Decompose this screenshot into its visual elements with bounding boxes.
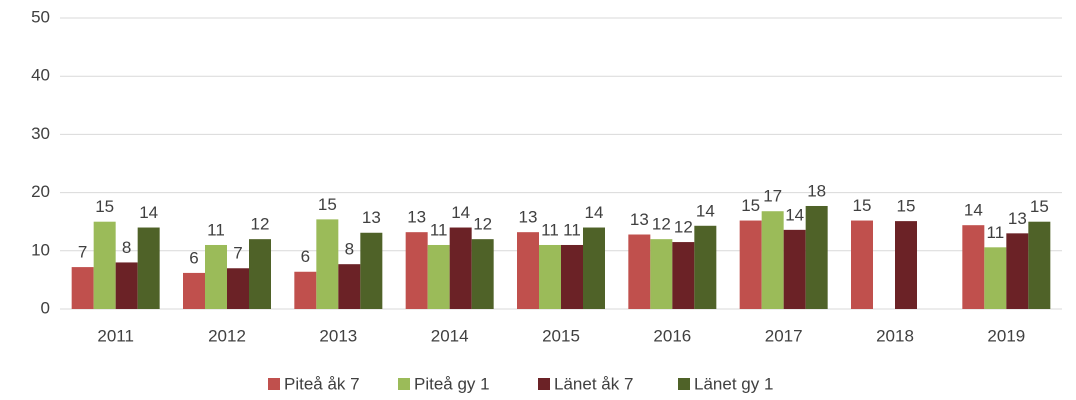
- bar: [405, 232, 428, 309]
- y-tick-label: 30: [31, 124, 50, 143]
- legend-label: Piteå åk 7: [284, 374, 360, 393]
- data-label: 13: [630, 210, 649, 229]
- data-label: 11: [430, 220, 448, 239]
- data-label: 13: [519, 208, 538, 227]
- data-label: 7: [78, 243, 87, 262]
- bar: [984, 247, 1007, 309]
- data-label: 11: [207, 220, 225, 239]
- data-label: 12: [674, 218, 693, 237]
- bar: [583, 227, 605, 309]
- data-label: 7: [233, 244, 242, 263]
- data-label: 13: [362, 208, 381, 227]
- bar: [672, 242, 695, 309]
- data-label: 13: [1008, 209, 1027, 228]
- data-label: 11: [541, 220, 559, 239]
- data-label: 14: [785, 205, 804, 224]
- data-label: 14: [964, 201, 983, 220]
- data-label: 11: [987, 223, 1005, 242]
- x-tick-label: 2012: [208, 326, 246, 345]
- data-label: 15: [1030, 197, 1049, 216]
- bar: [449, 227, 472, 309]
- data-label: 17: [763, 187, 782, 206]
- data-label: 6: [301, 247, 310, 266]
- bar: [471, 239, 494, 309]
- data-label: 12: [473, 215, 492, 234]
- legend-swatch: [398, 378, 410, 390]
- data-label: 14: [139, 203, 158, 222]
- x-tick-label: 2015: [542, 326, 580, 345]
- bar: [539, 244, 561, 309]
- legend-label: Länet gy 1: [694, 374, 773, 393]
- x-tick-label: 2011: [97, 326, 134, 345]
- bar: [895, 221, 917, 309]
- data-label: 15: [95, 197, 114, 216]
- bar: [783, 229, 806, 309]
- y-tick-label: 0: [41, 298, 50, 317]
- bar: [761, 211, 784, 309]
- data-label: 8: [122, 238, 131, 257]
- x-tick-label: 2014: [431, 326, 469, 345]
- bar: [183, 272, 205, 309]
- legend-swatch: [678, 378, 690, 390]
- data-label: 15: [318, 195, 337, 214]
- bar: [851, 220, 873, 309]
- bar: [1028, 221, 1051, 309]
- data-label: 18: [807, 181, 826, 200]
- x-tick-label: 2013: [319, 326, 357, 345]
- bar: [962, 225, 985, 309]
- data-label: 12: [652, 215, 671, 234]
- bar: [338, 264, 361, 309]
- x-tick-label: 2016: [653, 326, 691, 345]
- bar: [115, 262, 138, 309]
- bar: [227, 268, 249, 309]
- x-tick-label: 2019: [987, 326, 1025, 345]
- y-tick-label: 40: [31, 66, 50, 85]
- data-label: 15: [853, 196, 872, 215]
- legend-swatch: [268, 378, 280, 390]
- y-tick-label: 50: [31, 7, 50, 26]
- bar: [1006, 233, 1029, 309]
- bar: [694, 225, 717, 309]
- bar: [628, 234, 651, 309]
- data-label: 12: [251, 215, 270, 234]
- bar: [93, 221, 116, 309]
- data-label: 6: [189, 248, 198, 267]
- bar: [561, 244, 583, 309]
- data-label: 14: [585, 203, 604, 222]
- data-label: 8: [345, 240, 354, 259]
- data-label: 15: [741, 196, 760, 215]
- data-label: 13: [407, 208, 426, 227]
- data-label: 14: [696, 201, 715, 220]
- bar: [739, 220, 762, 309]
- bar: [137, 227, 160, 309]
- y-tick-label: 10: [31, 240, 50, 259]
- bar: [316, 219, 339, 309]
- bar: [71, 267, 94, 309]
- legend-label: Länet åk 7: [554, 374, 633, 393]
- data-label: 14: [451, 203, 470, 222]
- y-tick-label: 20: [31, 182, 50, 201]
- bar: [294, 271, 317, 309]
- legend-swatch: [538, 378, 550, 390]
- bar: [249, 239, 271, 309]
- data-label: 11: [563, 220, 581, 239]
- bar: [805, 205, 828, 309]
- bar: [360, 232, 383, 309]
- data-label: 15: [897, 197, 916, 216]
- legend-label: Piteå gy 1: [414, 374, 490, 393]
- bar: [650, 239, 673, 309]
- x-tick-label: 2018: [876, 326, 914, 345]
- bar: [517, 232, 539, 309]
- x-tick-label: 2017: [765, 326, 803, 345]
- bar: [205, 244, 227, 309]
- bar: [427, 244, 450, 309]
